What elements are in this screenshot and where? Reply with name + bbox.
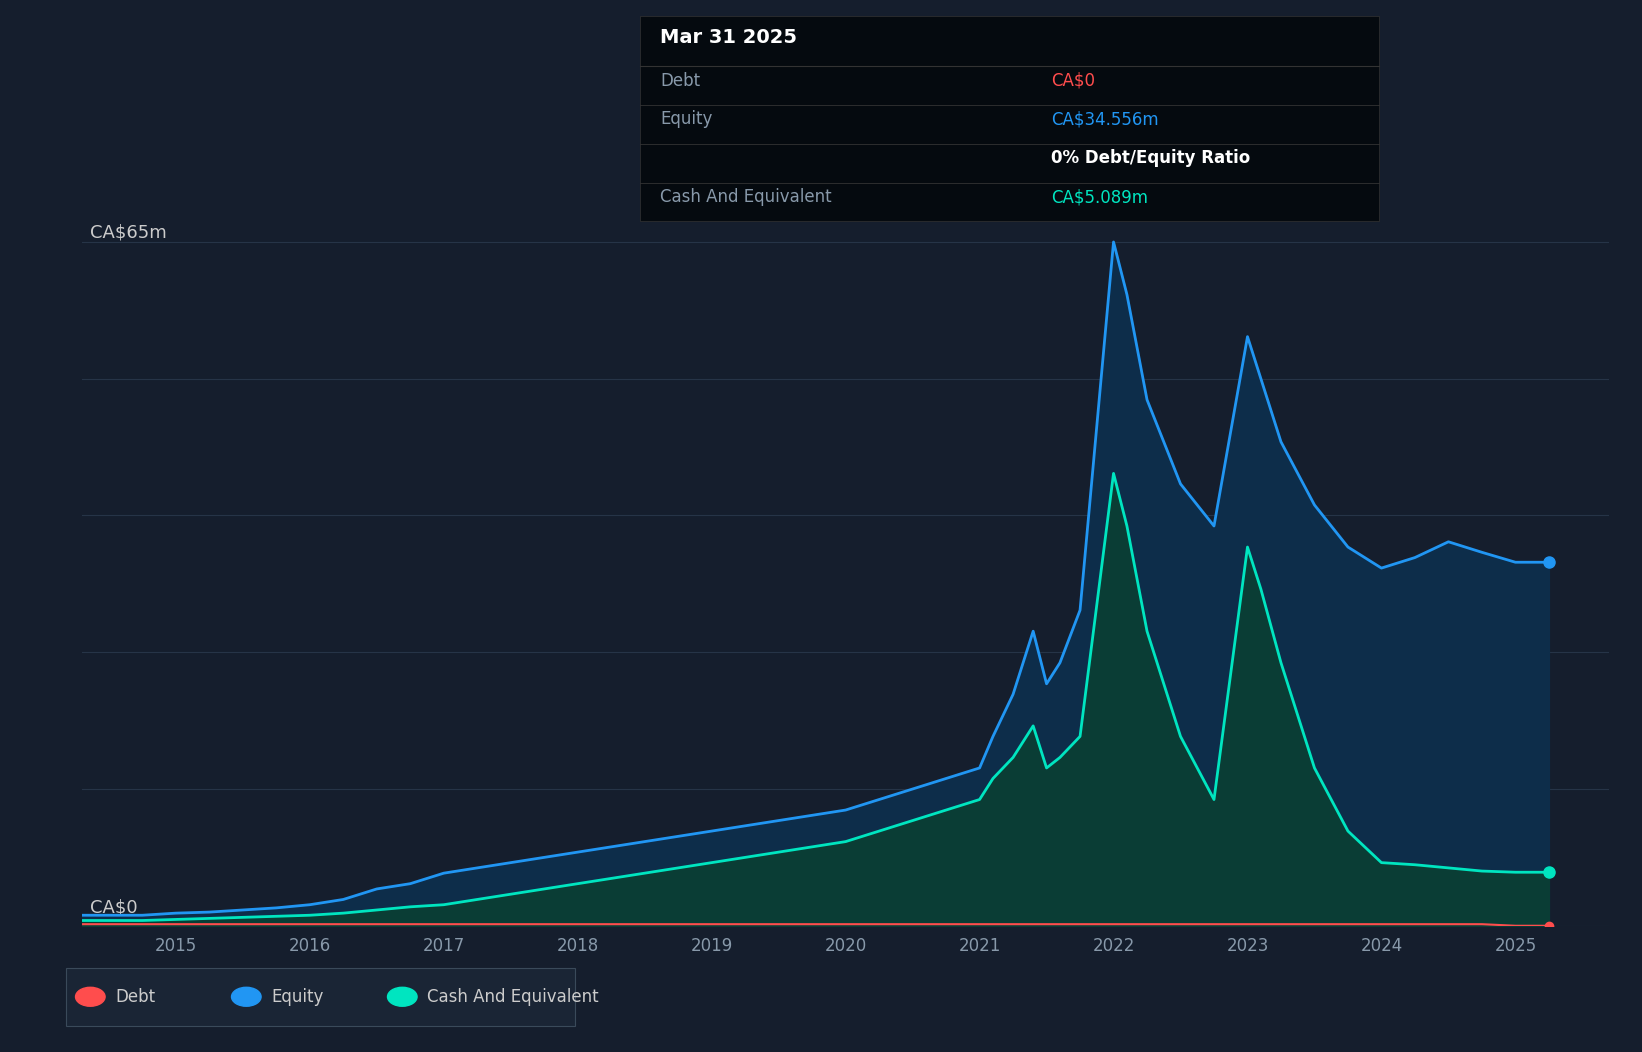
Text: CA$5.089m: CA$5.089m [1051,188,1148,206]
Text: CA$65m: CA$65m [90,224,166,242]
Text: Equity: Equity [660,110,713,128]
Text: Equity: Equity [271,988,323,1006]
Text: Cash And Equivalent: Cash And Equivalent [427,988,599,1006]
Text: CA$0: CA$0 [1051,72,1095,89]
Text: 0% Debt/Equity Ratio: 0% Debt/Equity Ratio [1051,149,1250,167]
Text: Debt: Debt [660,72,699,89]
Text: Debt: Debt [115,988,154,1006]
Text: CA$34.556m: CA$34.556m [1051,110,1159,128]
Text: Cash And Equivalent: Cash And Equivalent [660,188,832,206]
Text: Mar 31 2025: Mar 31 2025 [660,28,796,47]
Text: CA$0: CA$0 [90,898,138,916]
